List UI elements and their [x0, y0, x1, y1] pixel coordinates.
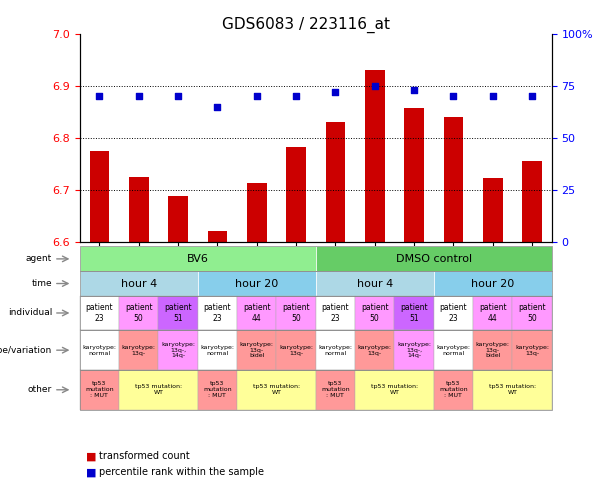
Text: tp53 mutation:
WT: tp53 mutation: WT	[489, 384, 536, 395]
Text: other: other	[28, 385, 52, 394]
Text: karyotype:
13q-: karyotype: 13q-	[358, 345, 392, 355]
Text: percentile rank within the sample: percentile rank within the sample	[99, 468, 264, 477]
Point	[213, 103, 223, 111]
Point	[330, 88, 340, 96]
Text: GDS6083 / 223116_at: GDS6083 / 223116_at	[223, 17, 390, 33]
Text: time: time	[31, 279, 52, 288]
Point	[449, 92, 459, 100]
Text: karyotype:
13q-,
14q-: karyotype: 13q-, 14q-	[161, 342, 195, 358]
Bar	[89, 151, 109, 242]
Text: patient
50: patient 50	[518, 303, 546, 323]
Text: patient
23: patient 23	[86, 303, 113, 323]
Text: tp53 mutation:
WT: tp53 mutation: WT	[135, 384, 182, 395]
Text: tp53 mutation:
WT: tp53 mutation: WT	[371, 384, 418, 395]
Text: ■: ■	[86, 452, 96, 461]
Text: individual: individual	[8, 309, 52, 317]
Bar	[129, 177, 148, 242]
Text: hour 4: hour 4	[357, 279, 393, 288]
Text: karyotype:
normal: karyotype: normal	[82, 345, 116, 355]
Text: tp53
mutation
: MUT: tp53 mutation : MUT	[321, 382, 349, 398]
Point	[291, 92, 301, 100]
Text: DMSO control: DMSO control	[395, 254, 472, 264]
Text: patient
50: patient 50	[125, 303, 153, 323]
Bar	[326, 122, 345, 242]
Text: karyotype:
13q-
bidel: karyotype: 13q- bidel	[476, 342, 509, 358]
Bar	[444, 117, 463, 242]
Text: tp53
mutation
: MUT: tp53 mutation : MUT	[203, 382, 232, 398]
Bar	[286, 147, 306, 242]
Text: patient
23: patient 23	[204, 303, 231, 323]
Point	[252, 92, 262, 100]
Bar	[404, 108, 424, 242]
Text: patient
44: patient 44	[479, 303, 506, 323]
Point	[488, 92, 498, 100]
Bar	[483, 178, 503, 242]
Point	[134, 92, 143, 100]
Text: hour 20: hour 20	[471, 279, 514, 288]
Text: patient
23: patient 23	[440, 303, 467, 323]
Text: karyotype:
13q-,
14q-: karyotype: 13q-, 14q-	[397, 342, 431, 358]
Bar	[522, 161, 542, 242]
Text: patient
44: patient 44	[243, 303, 270, 323]
Text: karyotype:
normal: karyotype: normal	[436, 345, 470, 355]
Point	[527, 92, 537, 100]
Bar	[208, 231, 227, 242]
Point	[370, 82, 379, 89]
Text: patient
50: patient 50	[361, 303, 389, 323]
Point	[173, 92, 183, 100]
Bar	[247, 184, 267, 242]
Bar	[365, 70, 384, 242]
Text: agent: agent	[26, 255, 52, 263]
Text: genotype/variation: genotype/variation	[0, 346, 52, 355]
Text: karyotype:
13q-
bidel: karyotype: 13q- bidel	[240, 342, 273, 358]
Text: karyotype:
13q-: karyotype: 13q-	[279, 345, 313, 355]
Text: patient
51: patient 51	[164, 303, 192, 323]
Text: tp53 mutation:
WT: tp53 mutation: WT	[253, 384, 300, 395]
Text: hour 20: hour 20	[235, 279, 278, 288]
Text: karyotype:
13q-: karyotype: 13q-	[515, 345, 549, 355]
Text: patient
50: patient 50	[282, 303, 310, 323]
Text: tp53
mutation
: MUT: tp53 mutation : MUT	[85, 382, 113, 398]
Point	[409, 86, 419, 94]
Text: BV6: BV6	[187, 254, 208, 264]
Bar	[168, 196, 188, 242]
Text: karyotype:
13q-: karyotype: 13q-	[122, 345, 156, 355]
Text: ■: ■	[86, 468, 96, 477]
Text: hour 4: hour 4	[121, 279, 157, 288]
Text: patient
51: patient 51	[400, 303, 428, 323]
Text: tp53
mutation
: MUT: tp53 mutation : MUT	[439, 382, 468, 398]
Text: karyotype:
normal: karyotype: normal	[200, 345, 234, 355]
Text: karyotype:
normal: karyotype: normal	[318, 345, 352, 355]
Text: patient
23: patient 23	[322, 303, 349, 323]
Point	[94, 92, 104, 100]
Text: transformed count: transformed count	[99, 452, 190, 461]
